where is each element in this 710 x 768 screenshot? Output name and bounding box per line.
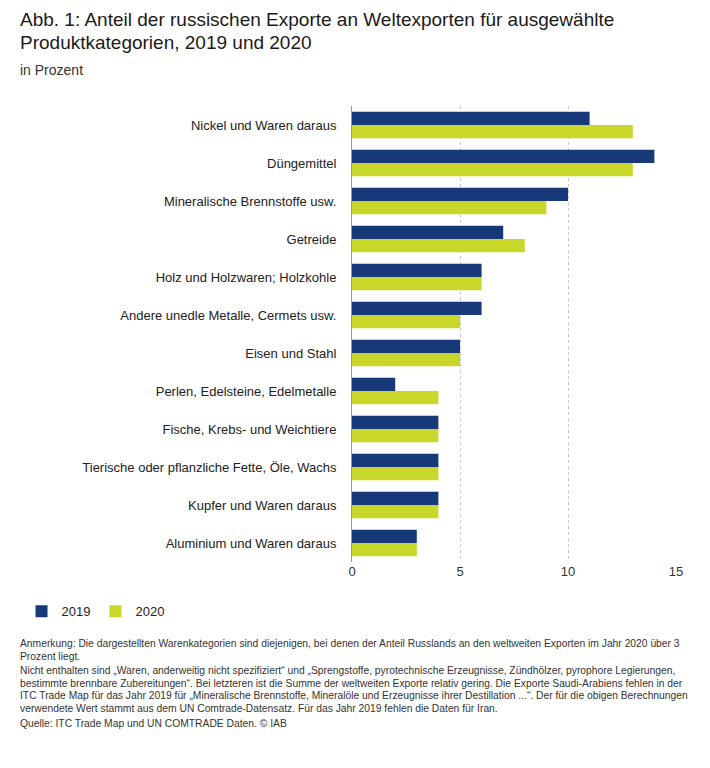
svg-text:15: 15 <box>669 564 683 579</box>
svg-text:5: 5 <box>456 564 463 579</box>
svg-text:Fische, Krebs- und Weichtiere: Fische, Krebs- und Weichtiere <box>163 422 337 437</box>
svg-text:Holz und Holzwaren; Holzkohle: Holz und Holzwaren; Holzkohle <box>156 270 337 285</box>
html-text:Abb. 1: Anteil der russischen: Abb. 1: Anteil der russischen Exporte an… <box>20 9 615 53</box>
svg-text:Andere unedle Metalle, Cermets: Andere unedle Metalle, Cermets usw. <box>120 308 336 323</box>
svg-text:0: 0 <box>348 564 355 579</box>
svg-text:2019: 2019 <box>62 604 91 619</box>
svg-text:Perlen, Edelsteine, Edelmetall: Perlen, Edelsteine, Edelmetalle <box>156 384 337 399</box>
svg-text:Mineralische Brennstoffe usw.: Mineralische Brennstoffe usw. <box>164 194 336 209</box>
svg-text:2020: 2020 <box>135 604 164 619</box>
svg-text:Düngemittel: Düngemittel <box>267 156 336 171</box>
html-text:Quelle: ITC Trade Map und UN C: Quelle: ITC Trade Map und UN COMTRADE Da… <box>20 717 287 729</box>
svg-text:Tierische oder pflanzliche Fet: Tierische oder pflanzliche Fette, Öle, W… <box>82 460 337 475</box>
html-text:Nicht enthalten sind „Waren, a: Nicht enthalten sind „Waren, anderweitig… <box>20 665 688 714</box>
svg-text:Aluminium und Waren daraus: Aluminium und Waren daraus <box>166 536 337 551</box>
svg-text:Kupfer und Waren daraus: Kupfer und Waren daraus <box>188 498 337 513</box>
svg-text:Nickel und Waren daraus: Nickel und Waren daraus <box>191 118 337 133</box>
svg-text:Getreide: Getreide <box>287 232 337 247</box>
html-text:Anmerkung: Die dargestellten W: Anmerkung: Die dargestellten Warenkatego… <box>20 638 680 662</box>
svg-text:Eisen und Stahl: Eisen und Stahl <box>245 346 336 361</box>
html-text:in Prozent: in Prozent <box>20 62 83 78</box>
svg-text:10: 10 <box>561 564 575 579</box>
